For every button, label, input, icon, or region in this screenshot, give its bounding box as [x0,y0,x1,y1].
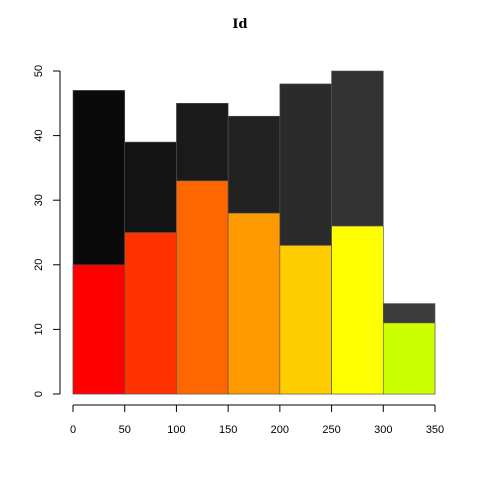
bar-highlight-3 [227,212,281,395]
chart-title: Id [232,17,247,32]
y-tick-label: 40 [33,129,45,141]
y-tick-label: 20 [33,259,45,271]
y-tick-label: 50 [33,65,45,77]
x-tick-label: 250 [322,424,340,436]
bar-highlight-0 [72,264,126,395]
bar-highlight-1 [124,232,177,395]
x-tick-label: 200 [271,424,289,436]
x-tick-label: 150 [219,424,237,436]
bar-highlight-4 [279,245,332,395]
x-tick-label: 100 [167,424,185,436]
x-tick-label: 50 [119,424,131,436]
bars-group [72,70,436,395]
y-axis: 0 10 20 30 40 50 [33,65,61,397]
x-axis: 0 50 100 150 200 250 300 350 [70,404,444,436]
x-tick-label: 350 [426,424,444,436]
x-tick-label: 300 [374,424,392,436]
bar-highlight-2 [176,180,229,395]
y-tick-label: 10 [33,323,45,335]
x-tick-label: 0 [70,424,76,436]
bar-highlight-6 [382,322,436,395]
bar-highlight-5 [331,225,384,395]
y-tick-label: 0 [33,391,45,397]
y-tick-label: 30 [33,194,45,206]
